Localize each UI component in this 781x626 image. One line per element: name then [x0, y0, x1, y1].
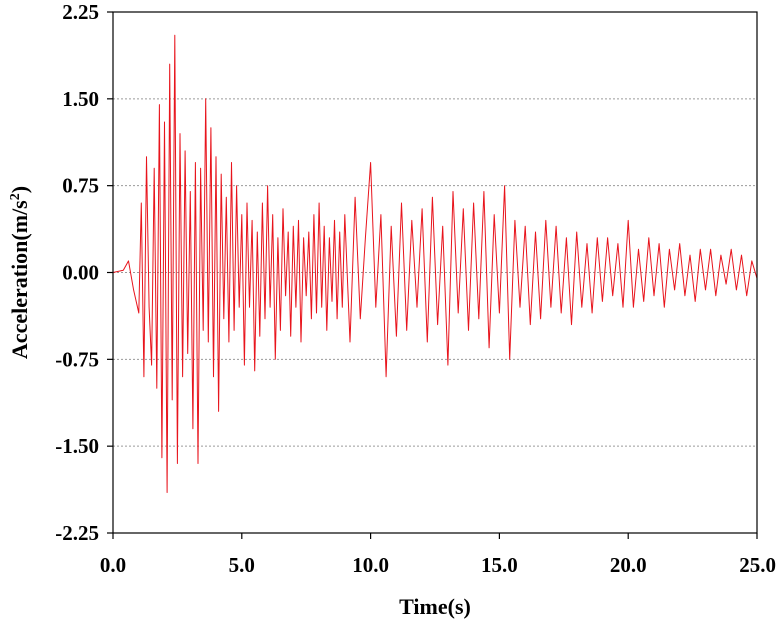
y-axis-title-superscript: 2	[8, 193, 23, 200]
y-tick-label: -0.75	[55, 347, 99, 371]
tick-labels: -2.25 -1.50 -0.75 0.00 0.75 1.50 2.25 0.0 5.0 10.…	[55, 0, 776, 577]
x-tick-label: 10.0	[352, 553, 389, 577]
y-axis-title-suffix: )	[7, 186, 32, 193]
y-tick-label: 2.25	[62, 0, 99, 24]
x-tick-label: 5.0	[229, 553, 255, 577]
y-tick-label: -1.50	[55, 434, 99, 458]
y-axis-title: Acceleration(m/s2)	[7, 186, 32, 359]
series-line	[112, 34, 758, 493]
y-tick-label: -2.25	[55, 521, 99, 545]
x-tick-label: 0.0	[100, 553, 126, 577]
y-tick-label: 0.00	[62, 261, 99, 285]
y-axis-title-main: Acceleration(m/s	[7, 200, 32, 359]
x-axis-title: Time(s)	[399, 594, 471, 619]
x-tick-label: 20.0	[610, 553, 647, 577]
y-tick-label: 1.50	[62, 87, 99, 111]
y-tick-label: 0.75	[62, 174, 99, 198]
axis-ticks	[107, 11, 758, 539]
x-tick-label: 15.0	[481, 553, 518, 577]
x-tick-label: 25.0	[739, 553, 776, 577]
